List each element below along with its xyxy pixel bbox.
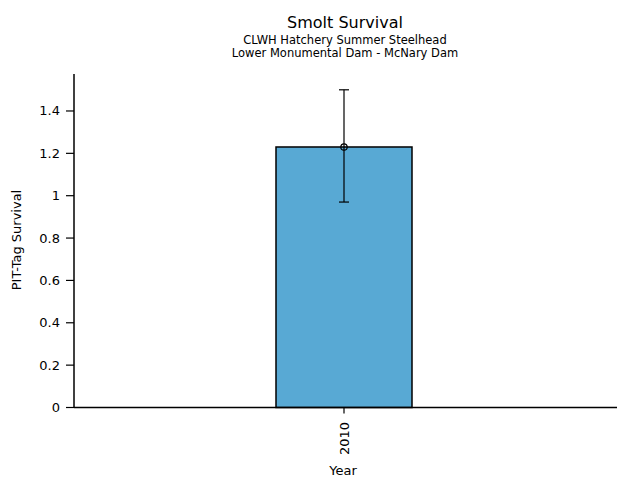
y-tick-label: 1.4 bbox=[39, 103, 60, 118]
y-tick-label: 0 bbox=[52, 400, 60, 415]
y-tick-label: 1 bbox=[52, 188, 60, 203]
smolt-survival-bar-chart: Smolt Survival CLWH Hatchery Summer Stee… bbox=[0, 0, 640, 480]
chart-subtitle-line2: Lower Monumental Dam - McNary Dam bbox=[232, 46, 458, 60]
y-tick-label: 0.4 bbox=[39, 315, 60, 330]
plot-area: 0 0.2 0.4 0.6 0.8 1 1.2 1.4 2010 bbox=[39, 74, 617, 455]
y-tick-label: 0.6 bbox=[39, 273, 60, 288]
chart-title: Smolt Survival bbox=[287, 13, 403, 32]
x-axis-label: Year bbox=[328, 463, 357, 478]
chart-subtitle-line1: CLWH Hatchery Summer Steelhead bbox=[243, 33, 446, 47]
x-tick-label: 2010 bbox=[337, 422, 352, 455]
y-tick-label: 1.2 bbox=[39, 146, 60, 161]
y-tick-label: 0.2 bbox=[39, 358, 60, 373]
y-axis-label: PIT-Tag Survival bbox=[9, 190, 24, 290]
y-tick-label: 0.8 bbox=[39, 231, 60, 246]
chart-figure: Smolt Survival CLWH Hatchery Summer Stee… bbox=[0, 0, 640, 480]
